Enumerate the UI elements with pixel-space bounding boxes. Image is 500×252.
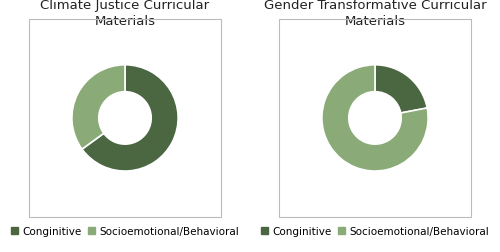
Legend: Conginitive, Socioemotional/Behavioral: Conginitive, Socioemotional/Behavioral <box>257 222 493 240</box>
Wedge shape <box>72 66 125 149</box>
Wedge shape <box>82 66 178 171</box>
Title: Gender Transformative Curricular
Materials: Gender Transformative Curricular Materia… <box>264 0 486 28</box>
Wedge shape <box>322 66 428 171</box>
Wedge shape <box>375 66 427 114</box>
Title: Climate Justice Curricular
Materials: Climate Justice Curricular Materials <box>40 0 209 28</box>
Legend: Conginitive, Socioemotional/Behavioral: Conginitive, Socioemotional/Behavioral <box>6 222 243 240</box>
